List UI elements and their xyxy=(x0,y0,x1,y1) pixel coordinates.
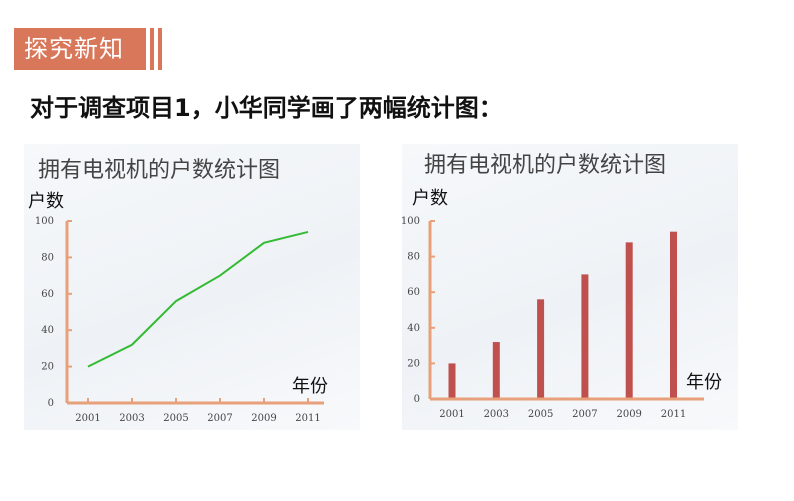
y-tick-label: 80 xyxy=(41,252,54,263)
y-tick-label: 40 xyxy=(407,323,420,334)
y-tick-label: 40 xyxy=(41,325,54,336)
x-tick-label: 2003 xyxy=(484,409,509,420)
x-tick-label: 2009 xyxy=(616,409,641,420)
y-tick-label: 20 xyxy=(41,362,54,373)
header-divider-2 xyxy=(158,28,162,70)
x-tick-label: 2009 xyxy=(251,413,276,424)
series-line xyxy=(87,230,309,368)
x-tick-label: 2001 xyxy=(75,413,100,424)
y-tick-label: 100 xyxy=(402,216,420,227)
section-title: 探究新知 xyxy=(14,28,146,70)
y-tick-label: 0 xyxy=(414,394,420,405)
x-tick-label: 2007 xyxy=(207,413,232,424)
line-chart-panel: 拥有电视机的户数统计图户数年份 0 20 40 60 80 100 2001 2003 2005 2… xyxy=(24,144,360,430)
x-axis-label: 年份 xyxy=(686,372,722,393)
bar xyxy=(448,363,456,398)
y-tick-label: 60 xyxy=(407,287,420,298)
chart-title: 拥有电视机的户数统计图 xyxy=(424,153,666,178)
x-tick-label: 2011 xyxy=(295,413,320,424)
header-divider-1 xyxy=(150,28,154,70)
y-axis-label: 户数 xyxy=(412,188,448,209)
y-tick-label: 0 xyxy=(48,398,54,409)
bar xyxy=(625,242,633,398)
bar xyxy=(581,274,589,398)
bar xyxy=(492,342,500,398)
bar xyxy=(537,299,545,398)
y-axis-label: 户数 xyxy=(28,191,64,212)
x-tick-label: 2007 xyxy=(572,409,597,420)
y-tick-label: 80 xyxy=(407,252,420,263)
intro-text: 对于调查项目1，小华同学画了两幅统计图： xyxy=(30,94,503,122)
y-tick-label: 100 xyxy=(35,216,54,227)
x-tick-label: 2005 xyxy=(163,413,188,424)
y-tick-label: 20 xyxy=(407,358,420,369)
x-tick-label: 2003 xyxy=(119,413,144,424)
bar xyxy=(670,231,677,398)
x-tick-label: 2005 xyxy=(528,409,553,420)
y-tick-label: 60 xyxy=(41,289,54,300)
bar-chart-panel: 拥有电视机的户数统计图户数年份 0 20 40 60 80 100 2001 2003 2005 2… xyxy=(402,144,738,430)
x-tick-label: 2011 xyxy=(661,409,686,420)
chart-title: 拥有电视机的户数统计图 xyxy=(38,158,280,183)
x-axis-label: 年份 xyxy=(292,376,328,397)
x-tick-label: 2001 xyxy=(439,409,464,420)
